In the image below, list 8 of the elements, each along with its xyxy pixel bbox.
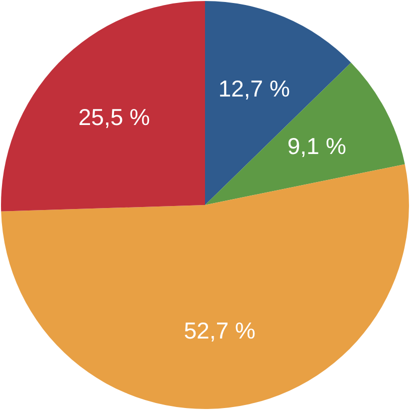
data-label: 25,5 % bbox=[78, 104, 150, 130]
pie-slice bbox=[205, 1, 352, 205]
pie-slice bbox=[1, 164, 409, 409]
data-label: 9,1 % bbox=[287, 132, 346, 159]
data-label: 12,7 % bbox=[218, 76, 290, 102]
pie-slice bbox=[205, 62, 405, 205]
data-label: 52,7 % bbox=[184, 318, 256, 344]
pie-slice bbox=[1, 1, 205, 212]
